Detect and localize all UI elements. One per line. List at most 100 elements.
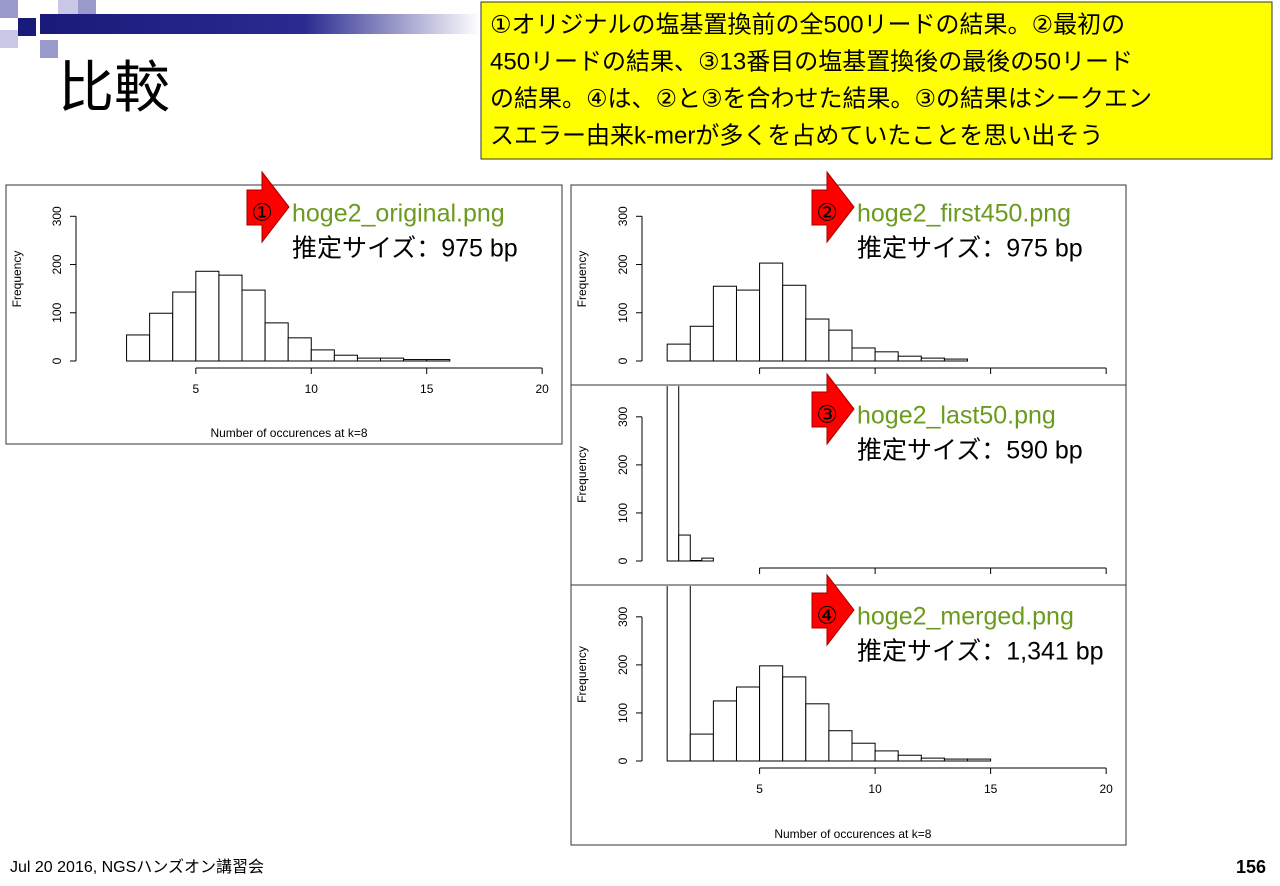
badge: ②: [816, 199, 838, 226]
y-tick-label: 100: [50, 302, 64, 322]
bar: [828, 730, 853, 762]
page-number: 156: [1236, 857, 1266, 877]
note-line: ①オリジナルの塩基置換前の全500リードの結果。②最初の: [490, 11, 1125, 38]
y-tick-label: 300: [616, 206, 630, 226]
file-name: hoge2_last50.png: [857, 402, 1056, 430]
histogram-chart: 0 100 200 300 Frequency 5 10 15 20 Number of occu…: [575, 573, 1113, 841]
bar: [241, 289, 266, 362]
x-tick-label: 15: [984, 782, 998, 796]
y-tick-label: 300: [50, 206, 64, 226]
bars: [666, 586, 992, 762]
arrow: [246, 170, 290, 244]
note-box: [480, 1, 1273, 160]
bar: [264, 322, 289, 362]
y-tick-label: 0: [616, 357, 630, 364]
y-tick-label: 200: [616, 655, 630, 675]
y-tick-label: 100: [616, 503, 630, 523]
histogram-chart: 0 100 200 300 Frequency 5 10 15 20 Number of occu…: [10, 170, 549, 440]
y-tick-label: 100: [616, 302, 630, 322]
bar: [356, 357, 382, 362]
badge: ④: [816, 602, 838, 629]
y-tick-label: 200: [50, 254, 64, 274]
bar: [782, 284, 807, 362]
bar: [310, 349, 335, 362]
bar: [218, 274, 243, 362]
bar: [712, 285, 737, 362]
bar: [874, 351, 899, 362]
bar: [701, 557, 714, 562]
bar: [967, 758, 992, 762]
bar: [828, 329, 853, 362]
slide-title: 比較: [58, 56, 170, 119]
bar: [333, 354, 358, 362]
footer: Jul 20 2016, NGSハンズオン講習会: [10, 858, 264, 876]
bar: [943, 758, 969, 762]
bar: [897, 355, 922, 362]
x-tick-label: 10: [305, 382, 319, 396]
bar: [712, 700, 737, 762]
x-tick-label: 10: [868, 782, 882, 796]
y-tick-label: 300: [616, 407, 630, 427]
bar: [678, 534, 691, 562]
note-line: の結果。④は、②と③を合わせた結果。③の結果はシークエン: [490, 85, 1152, 112]
bar: [782, 676, 807, 762]
bar: [149, 312, 174, 362]
y-tick-label: 0: [616, 557, 630, 564]
size-label: 推定サイズ：975 bp: [292, 235, 518, 263]
bar: [897, 754, 922, 762]
y-tick-label: 200: [616, 455, 630, 475]
x-tick-label: 5: [756, 782, 763, 796]
file-name: hoge2_merged.png: [857, 603, 1074, 631]
bar: [759, 262, 784, 362]
bar: [666, 386, 680, 562]
bar: [805, 703, 830, 762]
badge: ③: [816, 401, 838, 428]
file-name: hoge2_first450.png: [857, 200, 1071, 228]
size-label: 推定サイズ：1,341 bp: [857, 638, 1104, 666]
decoration: [0, 0, 480, 58]
bars: [666, 262, 969, 362]
bar: [805, 318, 830, 362]
arrow: [811, 170, 855, 244]
bar: [403, 359, 428, 362]
panel: [5, 184, 563, 445]
histogram-chart: 0 100 200 300 Frequency ③ hoge2_last50.png 推定サイ…: [575, 372, 1107, 574]
x-axis-label: Number of occurences at k=8: [210, 426, 367, 440]
bars: [126, 270, 451, 362]
bar: [851, 742, 876, 762]
bar: [943, 358, 969, 362]
bar: [689, 325, 714, 362]
y-axis-label: Frequency: [575, 446, 589, 503]
y-tick-label: 0: [616, 757, 630, 764]
bar: [759, 665, 784, 762]
x-tick-label: 15: [420, 382, 434, 396]
bar: [426, 359, 451, 362]
bar: [689, 733, 714, 762]
bar: [920, 357, 945, 362]
bar: [666, 343, 691, 362]
y-tick-label: 300: [616, 607, 630, 627]
arrow: [811, 573, 855, 647]
y-axis-label: Frequency: [10, 251, 24, 308]
x-tick-label: 20: [1099, 782, 1113, 796]
note: ①オリジナルの塩基置換前の全500リードの結果。②最初の 450リードの結果、③1…: [490, 11, 1152, 149]
bar: [874, 750, 899, 762]
y-tick-label: 200: [616, 254, 630, 274]
x-tick-label: 5: [192, 382, 199, 396]
size-label: 推定サイズ：975 bp: [857, 235, 1083, 263]
size-label: 推定サイズ：590 bp: [857, 437, 1083, 465]
file-name: hoge2_original.png: [292, 200, 505, 228]
bars: [666, 386, 714, 562]
bar: [666, 586, 691, 762]
note-line: 450リードの結果、③13番目の塩基置換後の最後の50リード: [490, 48, 1133, 75]
bar: [380, 357, 405, 362]
bar: [287, 337, 312, 362]
bar: [195, 270, 220, 362]
bar: [851, 347, 876, 362]
arrow: [811, 372, 855, 446]
x-axis-label: Number of occurences at k=8: [774, 827, 931, 841]
y-tick-label: 100: [616, 703, 630, 723]
y-tick-label: 0: [50, 357, 64, 364]
y-axis-label: Frequency: [575, 646, 589, 703]
